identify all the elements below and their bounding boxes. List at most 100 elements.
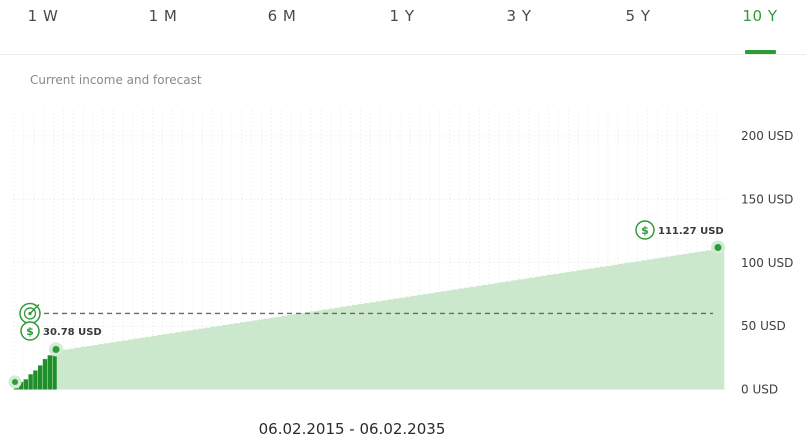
- tab-10y[interactable]: 10 Y: [742, 7, 778, 25]
- forecast-bar: [387, 299, 394, 390]
- forecast-bar: [440, 291, 447, 390]
- forecast-bar: [428, 293, 436, 390]
- forecast-bar: [694, 252, 701, 390]
- dollar-sign-glyph: $: [26, 325, 34, 338]
- forecast-bar: [180, 331, 188, 390]
- forecast-bar: [682, 253, 689, 390]
- forecast-bar: [192, 329, 199, 390]
- forecast-end-label: 111.27 USD: [658, 226, 724, 237]
- forecast-bar: [664, 256, 672, 390]
- forecast-bar: [446, 290, 453, 390]
- forecast-bar: [600, 266, 607, 390]
- forecast-bar: [151, 335, 158, 390]
- target-icon-arrow: [29, 303, 40, 314]
- forecast-bar: [411, 295, 418, 390]
- tab-5y[interactable]: 5 Y: [625, 7, 651, 25]
- forecast-bar: [62, 349, 70, 390]
- forecast-bar: [352, 304, 359, 390]
- forecast-bar: [92, 345, 99, 390]
- forecast-bar: [546, 274, 554, 390]
- forecast-bar: [641, 260, 648, 390]
- y-tick-label: 150 USD: [741, 192, 793, 206]
- start-marker: [12, 379, 18, 385]
- forecast-bar: [175, 332, 182, 390]
- forecast-bar: [363, 303, 371, 390]
- forecast-bar: [293, 314, 300, 390]
- forecast-bar: [328, 308, 335, 390]
- active-tab-indicator: [745, 50, 776, 54]
- forecast-bar: [605, 265, 613, 390]
- forecast-bar: [405, 296, 412, 390]
- forecast-bar: [257, 319, 264, 390]
- tab-1y[interactable]: 1 Y: [389, 7, 415, 25]
- forecast-bar: [611, 264, 619, 390]
- y-tick-label: 100 USD: [741, 256, 793, 270]
- forecast-bar: [700, 251, 707, 390]
- forecast-bar: [340, 306, 347, 390]
- forecast-bar: [110, 342, 117, 390]
- y-tick-label: 200 USD: [741, 129, 793, 143]
- forecast-bar: [393, 298, 400, 390]
- forecast-bar: [576, 270, 583, 390]
- forecast-bar: [493, 283, 500, 390]
- date-range: 06.02.2015 - 06.02.2035: [258, 420, 446, 438]
- forecast-bar: [157, 335, 164, 390]
- y-tick-label: 50 USD: [741, 319, 786, 333]
- forecast-bar: [564, 272, 571, 390]
- forecast-bar: [186, 330, 194, 390]
- forecast-bar: [676, 254, 683, 390]
- actual-bar: [52, 350, 57, 390]
- forecast-bar: [399, 297, 406, 390]
- forecast-bar: [127, 339, 135, 390]
- forecast-bar: [121, 340, 129, 390]
- dollar-sign-glyph: $: [641, 224, 649, 237]
- forecast-bar: [275, 316, 282, 390]
- forecast-bar: [139, 337, 146, 390]
- forecast-bar: [588, 268, 595, 390]
- actual-bar: [23, 379, 28, 390]
- forecast-bar: [375, 301, 382, 390]
- forecast-bar: [505, 281, 512, 390]
- forecast-bar: [245, 321, 253, 390]
- forecast-bar: [222, 324, 229, 390]
- forecast-bar: [422, 294, 430, 390]
- forecast-bar: [458, 288, 465, 390]
- tab-1m[interactable]: 1 M: [148, 7, 178, 25]
- forecast-bar: [299, 313, 306, 390]
- actual-bar: [18, 381, 24, 390]
- tab-6m[interactable]: 6 M: [267, 7, 297, 25]
- forecast-bar: [659, 257, 666, 390]
- dollar-coin-icon: [635, 220, 655, 240]
- forecast-bar: [228, 324, 235, 390]
- forecast-bar: [169, 333, 176, 390]
- tab-1w[interactable]: 1 W: [27, 7, 59, 25]
- current-value-label: 30.78 USD: [43, 327, 102, 338]
- forecast-bar: [635, 261, 642, 390]
- forecast-bar: [523, 278, 530, 390]
- tab-3y[interactable]: 3 Y: [506, 7, 532, 25]
- forecast-bar: [334, 307, 341, 390]
- forecast-bar: [529, 277, 536, 390]
- forecast-bar: [234, 323, 241, 390]
- forecast-bar: [629, 262, 636, 390]
- forecast-bar: [358, 304, 365, 390]
- forecast-bar: [104, 343, 111, 390]
- forecast-bar: [263, 318, 270, 390]
- actual-bar: [38, 365, 43, 390]
- forecast-bar: [74, 347, 81, 390]
- forecast-bar: [204, 327, 211, 390]
- forecast-bar: [68, 348, 76, 390]
- forecast-bar: [251, 320, 258, 390]
- y-tick-label: 0 USD: [741, 383, 778, 397]
- forecast-bar: [653, 258, 660, 390]
- forecast-bar: [464, 287, 471, 390]
- forecast-bar: [670, 255, 678, 390]
- forecast-bar: [316, 310, 323, 390]
- actual-bar: [47, 355, 52, 390]
- forecast-bar: [552, 273, 560, 390]
- forecast-bar: [381, 300, 388, 390]
- forecast-bar: [210, 326, 217, 390]
- forecast-bar: [269, 317, 276, 390]
- forecast-bar: [481, 284, 489, 390]
- forecast-bar: [369, 302, 377, 390]
